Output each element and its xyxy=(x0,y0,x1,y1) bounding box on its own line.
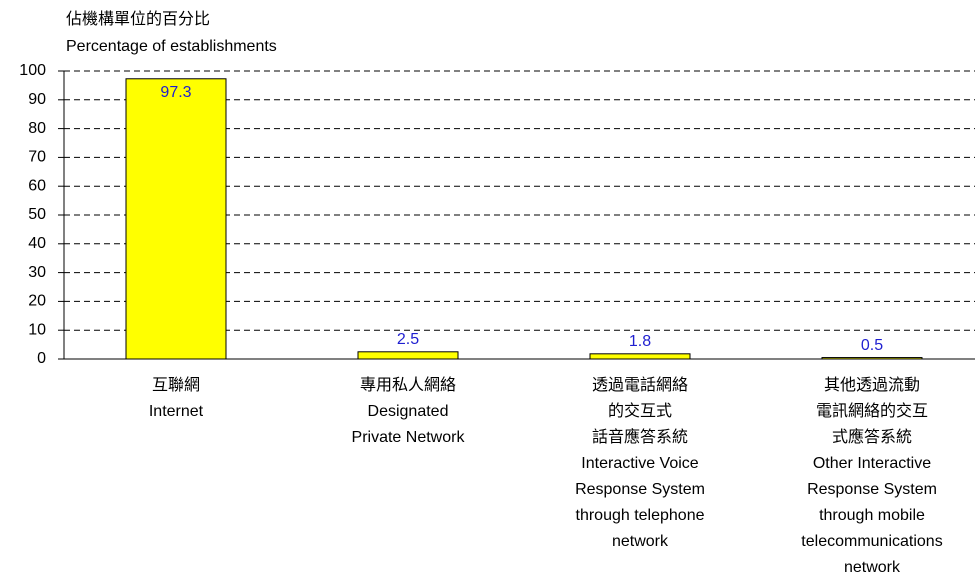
data-label: 1.8 xyxy=(629,333,651,350)
x-tick-label: 話音應答系統 xyxy=(592,427,688,446)
x-tick-label: 的交互式 xyxy=(608,402,672,420)
y-tick-label: 20 xyxy=(28,293,46,310)
x-tick-label: 互聯網 xyxy=(152,376,200,394)
y-tick-label: 0 xyxy=(37,350,46,367)
x-tick-label: Other Interactive xyxy=(813,455,931,472)
y-tick-label: 50 xyxy=(28,206,46,223)
x-tick-label: Internet xyxy=(149,403,204,420)
y-tick-label: 40 xyxy=(28,235,46,252)
y-tick-label: 70 xyxy=(28,149,46,166)
x-tick-label: through telephone xyxy=(576,507,705,524)
data-label: 0.5 xyxy=(861,337,883,354)
y-tick-label: 90 xyxy=(28,91,46,108)
x-tick-label: 專用私人網絡 xyxy=(360,376,456,394)
x-tick-label: Response System xyxy=(807,481,937,498)
x-tick-label: 式應答系統 xyxy=(832,427,912,446)
y-tick-label: 30 xyxy=(28,264,46,281)
data-label: 2.5 xyxy=(397,331,419,348)
x-tick-label: 透過電話網絡 xyxy=(592,376,688,394)
bar xyxy=(589,353,691,360)
y-tick-label: 80 xyxy=(28,120,46,137)
x-tick-label: telecommunications xyxy=(801,533,942,550)
bar xyxy=(125,78,227,360)
bar xyxy=(357,351,459,360)
y-axis-title: 佔機構單位的百分比 xyxy=(66,10,210,28)
x-tick-label: Designated xyxy=(368,403,449,420)
x-tick-label: 電訊網絡的交互 xyxy=(816,402,928,420)
x-tick-label: 其他透過流動 xyxy=(824,376,920,394)
x-tick-label: through mobile xyxy=(819,507,925,524)
x-tick-label: Interactive Voice xyxy=(581,455,699,472)
y-tick-label: 100 xyxy=(19,62,46,79)
x-tick-label: network xyxy=(612,533,669,550)
x-tick-label: Private Network xyxy=(352,429,466,446)
y-axis-title: Percentage of establishments xyxy=(66,38,277,55)
y-tick-label: 10 xyxy=(28,321,46,338)
x-tick-label: Response System xyxy=(575,481,705,498)
y-tick-label: 60 xyxy=(28,177,46,194)
data-label: 97.3 xyxy=(160,84,191,101)
x-tick-label: network xyxy=(844,559,901,576)
